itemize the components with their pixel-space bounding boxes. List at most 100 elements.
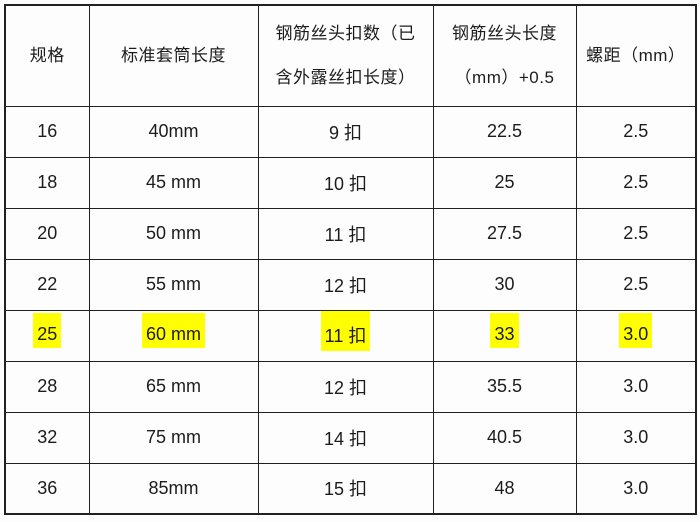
header-thread-length-line2: （mm）+0.5 [454, 67, 555, 87]
cell-value: 27.5 [486, 223, 523, 243]
table-cell: 50 mm [88, 207, 259, 260]
table-cell: 45 mm [88, 156, 259, 209]
header-sleeve-length-label: 标准套筒长度 [121, 45, 226, 65]
cell-value: 18 [37, 172, 58, 192]
table-cell: 2.5 [575, 258, 697, 311]
table-cell: 40.5 [432, 411, 577, 464]
table-cell: 35.5 [432, 360, 577, 413]
cell-value: 40mm [148, 121, 199, 141]
table-cell: 48 [432, 462, 577, 515]
table-cell: 3.0 [575, 360, 697, 413]
table-header: 规格 标准套筒长度 钢筋丝头扣数（已 含外露丝扣长度） 钢筋丝头长度 （mm）+… [4, 4, 697, 107]
cell-value: 2.5 [623, 172, 649, 192]
cell-value: 35.5 [486, 376, 523, 396]
cell-value: 11 扣 [324, 224, 367, 245]
cell-value: 55 mm [145, 274, 201, 294]
table-cell: 2.5 [575, 156, 697, 209]
table-cell: 22 [4, 258, 90, 311]
table-cell: 2.5 [575, 105, 697, 158]
cell-value: 20 [37, 223, 58, 243]
cell-value: 22.5 [486, 121, 523, 141]
highlighted-cell-value: 11 扣 [320, 311, 371, 351]
table-cell: 2.5 [575, 207, 697, 260]
highlighted-cell-value: 3.0 [619, 313, 653, 348]
cell-value: 2.5 [623, 223, 649, 243]
table-row: 16 40mm 9 扣 22.5 2.5 [4, 105, 697, 158]
table-cell: 25 [432, 156, 577, 209]
cell-value: 12 扣 [323, 377, 368, 398]
table-row: 18 45 mm 10 扣 25 2.5 [4, 156, 697, 209]
header-row: 规格 标准套筒长度 钢筋丝头扣数（已 含外露丝扣长度） 钢筋丝头长度 （mm）+… [4, 4, 697, 107]
header-spec-label: 规格 [29, 45, 65, 65]
rebar-coupler-spec-table: 规格 标准套筒长度 钢筋丝头扣数（已 含外露丝扣长度） 钢筋丝头长度 （mm）+… [4, 4, 697, 515]
table-cell: 28 [4, 360, 90, 413]
header-thread-length-line1: 钢筋丝头长度 [452, 23, 557, 43]
cell-value: 65 mm [145, 376, 201, 396]
table-cell: 33 [432, 309, 577, 362]
highlighted-cell-value: 60 mm [141, 313, 206, 348]
table-cell: 25 [4, 309, 90, 362]
cell-value: 15 扣 [323, 479, 368, 500]
header-thread-count: 钢筋丝头扣数（已 含外露丝扣长度） [257, 4, 434, 107]
table-cell: 65 mm [88, 360, 259, 413]
cell-value: 48 [494, 477, 515, 498]
cell-value: 75 mm [145, 427, 201, 447]
table-cell: 30 [432, 258, 577, 311]
cell-value: 50 mm [145, 223, 201, 243]
table-cell: 11 扣 [257, 207, 434, 260]
table-cell: 75 mm [88, 411, 259, 464]
highlighted-cell-value: 25 [33, 313, 62, 348]
table-cell: 36 [4, 462, 90, 515]
cell-value: 45 mm [145, 172, 201, 192]
table-row: 36 85mm 15 扣 48 3.0 [4, 462, 697, 515]
header-pitch-label: 螺距（mm） [586, 45, 686, 65]
table-cell: 12 扣 [257, 360, 434, 413]
cell-value: 10 扣 [323, 173, 368, 194]
table-cell: 3.0 [575, 309, 697, 362]
table-cell: 55 mm [88, 258, 259, 311]
cell-value: 12 扣 [323, 275, 368, 296]
table-cell: 27.5 [432, 207, 577, 260]
table-row: 25 60 mm 11 扣 33 3.0 [4, 309, 697, 362]
cell-value: 36 [37, 477, 58, 498]
table-cell: 11 扣 [257, 309, 434, 362]
cell-value: 28 [37, 376, 58, 396]
table-cell: 22.5 [432, 105, 577, 158]
header-spec: 规格 [4, 4, 90, 107]
table-cell: 20 [4, 207, 90, 260]
cell-value: 9 扣 [328, 122, 362, 143]
table-cell: 14 扣 [257, 411, 434, 464]
cell-value: 40.5 [486, 427, 523, 447]
table-cell: 18 [4, 156, 90, 209]
cell-value: 14 扣 [323, 428, 368, 449]
table-cell: 3.0 [575, 411, 697, 464]
table-cell: 10 扣 [257, 156, 434, 209]
cell-value: 22 [37, 274, 58, 294]
table-cell: 85mm [88, 462, 259, 515]
table-cell: 15 扣 [257, 462, 434, 515]
header-thread-count-line2: 含外露丝扣长度） [275, 67, 416, 87]
cell-value: 25 [494, 172, 515, 192]
table-cell: 40mm [88, 105, 259, 158]
table-cell: 9 扣 [257, 105, 434, 158]
table-cell: 32 [4, 411, 90, 464]
cell-value: 3.0 [623, 376, 649, 396]
cell-value: 16 [37, 121, 58, 141]
cell-value: 85mm [148, 477, 199, 498]
table-row: 28 65 mm 12 扣 35.5 3.0 [4, 360, 697, 413]
table-body: 16 40mm 9 扣 22.5 2.5 18 45 mm 10 扣 25 2.5 20 50 mm 1… [4, 105, 697, 515]
cell-value: 2.5 [623, 274, 649, 294]
cell-value: 3.0 [623, 427, 649, 447]
table-cell: 60 mm [88, 309, 259, 362]
highlighted-cell-value: 33 [490, 313, 519, 348]
cell-value: 32 [37, 427, 58, 447]
cell-value: 2.5 [623, 121, 649, 141]
header-sleeve-length: 标准套筒长度 [88, 4, 259, 107]
table-cell: 3.0 [575, 462, 697, 515]
table-cell: 16 [4, 105, 90, 158]
table-row: 20 50 mm 11 扣 27.5 2.5 [4, 207, 697, 260]
header-pitch: 螺距（mm） [575, 4, 697, 107]
table-cell: 12 扣 [257, 258, 434, 311]
header-thread-count-line1: 钢筋丝头扣数（已 [275, 23, 416, 43]
header-thread-length: 钢筋丝头长度 （mm）+0.5 [432, 4, 577, 107]
